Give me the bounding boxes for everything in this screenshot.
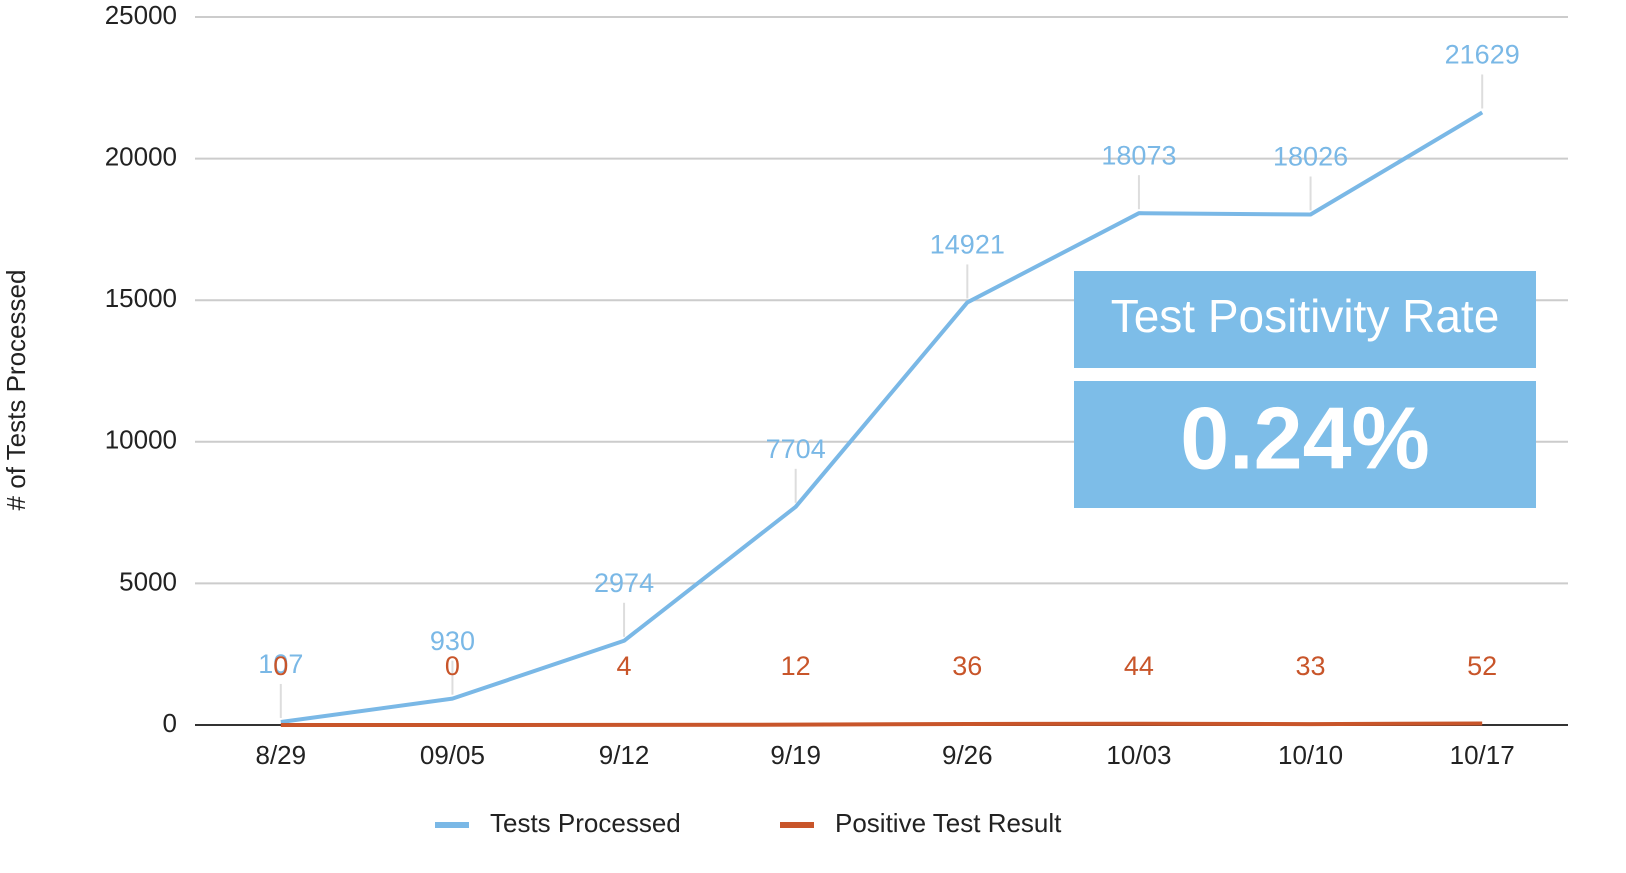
y-axis-label: # of Tests Processed	[1, 270, 31, 511]
series-line	[280, 721, 1483, 727]
y-tick-label: 25000	[105, 0, 177, 30]
data-label: 33	[1296, 651, 1326, 681]
data-label: 12	[781, 651, 811, 681]
legend-label: Tests Processed	[490, 808, 681, 838]
x-tick-label: 8/29	[256, 740, 307, 770]
x-tick-label: 10/17	[1450, 740, 1515, 770]
x-tick-label: 9/26	[942, 740, 993, 770]
data-label: 18026	[1273, 142, 1348, 172]
x-tick-label: 9/12	[599, 740, 650, 770]
data-label: 18073	[1101, 140, 1176, 170]
data-label: 107	[258, 649, 303, 679]
y-tick-label: 0	[163, 708, 177, 738]
data-label: 0	[273, 651, 288, 681]
annotation-value: 0.24%	[1180, 388, 1430, 487]
data-label: 52	[1467, 651, 1497, 681]
data-label: 14921	[930, 230, 1005, 260]
y-tick-label: 5000	[119, 566, 177, 596]
annotation-title-box	[1074, 271, 1536, 368]
y-tick-label: 15000	[105, 283, 177, 313]
y-tick-label: 20000	[105, 141, 177, 171]
series-line	[280, 110, 1484, 724]
data-label: 930	[430, 626, 475, 656]
y-tick-label: 10000	[105, 425, 177, 455]
data-label: 0	[445, 651, 460, 681]
x-tick-label: 09/05	[420, 740, 485, 770]
x-tick-label: 10/03	[1106, 740, 1171, 770]
x-tick-label: 9/19	[770, 740, 821, 770]
legend-label: Positive Test Result	[835, 808, 1062, 838]
data-label: 7704	[766, 434, 826, 464]
annotation-title: Test Positivity Rate	[1111, 290, 1500, 342]
x-tick-label: 10/10	[1278, 740, 1343, 770]
data-label: 36	[952, 651, 982, 681]
data-label: 21629	[1445, 40, 1520, 70]
data-label: 4	[617, 651, 632, 681]
data-label: 2974	[594, 568, 654, 598]
data-label: 44	[1124, 651, 1154, 681]
annotation-value-box	[1074, 381, 1536, 508]
